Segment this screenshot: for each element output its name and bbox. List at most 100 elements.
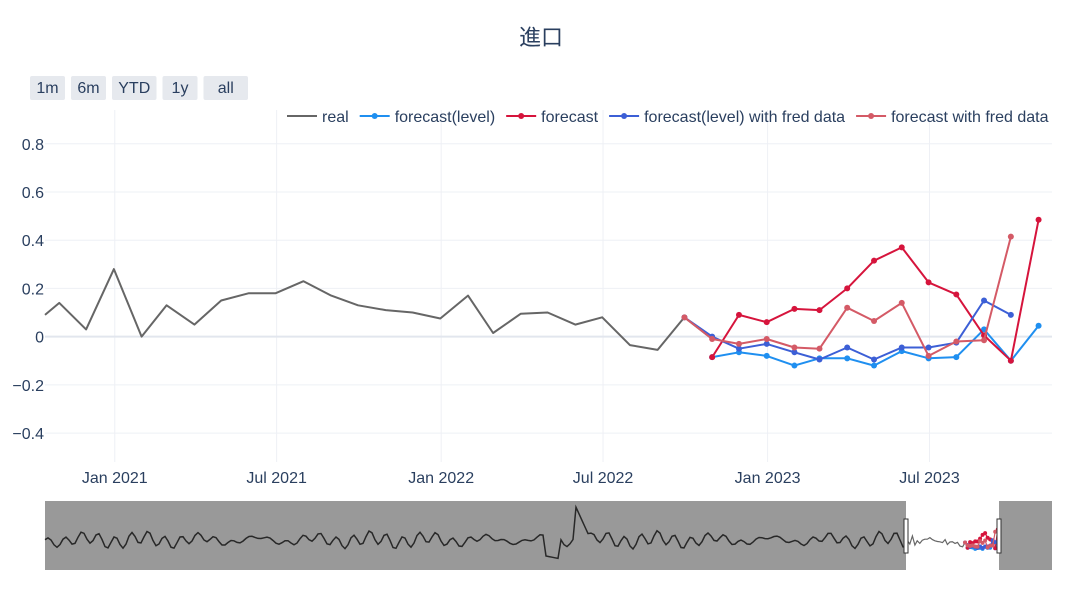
range-button-6m[interactable]: 6m bbox=[71, 76, 106, 100]
data-point bbox=[791, 305, 798, 312]
range-selector: 1m 6m YTD 1y all bbox=[30, 76, 248, 100]
range-button-bg bbox=[71, 76, 106, 100]
x-tick-label: Jan 2023 bbox=[735, 470, 801, 487]
data-point bbox=[925, 352, 932, 359]
data-point bbox=[735, 340, 742, 347]
y-tick-label: 0.6 bbox=[22, 185, 44, 202]
legend-marker bbox=[621, 113, 628, 119]
data-point bbox=[871, 362, 878, 369]
data-point bbox=[816, 356, 823, 363]
y-tick-label: −0.4 bbox=[12, 426, 44, 443]
data-point bbox=[981, 337, 988, 344]
data-point bbox=[1007, 357, 1014, 364]
y-axis: 0.8 0.6 0.4 0.2 0 −0.2 −0.4 bbox=[12, 137, 44, 443]
data-point bbox=[709, 354, 716, 361]
slider-mini-point bbox=[993, 546, 998, 551]
slider-mini-series bbox=[905, 533, 969, 548]
data-point bbox=[871, 257, 878, 264]
x-tick-label: Jul 2022 bbox=[573, 470, 634, 487]
series-line bbox=[44, 268, 713, 351]
x-axis: Jan 2021 Jul 2021 Jan 2022 Jul 2022 Jan 2023… bbox=[82, 470, 960, 487]
series-real bbox=[44, 268, 713, 351]
range-button-1m[interactable]: 1m bbox=[30, 76, 65, 100]
data-point bbox=[953, 338, 960, 345]
slider-mini-point bbox=[983, 538, 988, 543]
x-tick-label: Jul 2023 bbox=[899, 470, 960, 487]
data-point bbox=[816, 345, 823, 352]
data-point bbox=[735, 311, 742, 318]
data-point bbox=[709, 336, 716, 343]
data-point bbox=[816, 307, 823, 314]
data-point bbox=[681, 314, 688, 321]
y-tick-label: 0.4 bbox=[22, 233, 44, 250]
data-point bbox=[763, 336, 770, 343]
series-forecast bbox=[709, 216, 1042, 364]
legend-item[interactable]: real bbox=[287, 109, 349, 126]
legend-marker bbox=[518, 113, 525, 119]
legend-label: forecast with fred data bbox=[891, 109, 1049, 126]
data-point bbox=[925, 279, 932, 286]
plot-area bbox=[44, 216, 1042, 369]
data-point bbox=[763, 319, 770, 326]
legend-label: forecast(level) bbox=[395, 109, 495, 126]
x-tick-label: Jan 2021 bbox=[82, 470, 148, 487]
data-point bbox=[763, 340, 770, 347]
data-point bbox=[1035, 322, 1042, 329]
data-point bbox=[925, 344, 932, 351]
range-slider[interactable] bbox=[44, 501, 1052, 570]
y-tick-label: 0.8 bbox=[22, 137, 44, 154]
range-button-label: 6m bbox=[77, 80, 99, 97]
y-tick-label: 0 bbox=[35, 330, 44, 347]
legend-item[interactable]: forecast bbox=[506, 109, 599, 126]
range-button-label: all bbox=[218, 80, 234, 97]
slider-mini-point bbox=[990, 543, 995, 548]
range-button-ytd[interactable]: YTD bbox=[112, 76, 157, 100]
data-point bbox=[871, 317, 878, 324]
data-point bbox=[791, 349, 798, 356]
legend-item[interactable]: forecast(level) with fred data bbox=[609, 109, 845, 126]
slider-mini-point bbox=[975, 544, 980, 549]
data-point bbox=[898, 244, 905, 251]
slider-mini-point bbox=[983, 531, 988, 536]
legend-marker bbox=[371, 113, 378, 119]
range-button-label: 1y bbox=[172, 80, 189, 97]
data-point bbox=[1035, 216, 1042, 223]
range-button-bg bbox=[162, 76, 198, 100]
slider-mini-point bbox=[993, 540, 998, 545]
series-line bbox=[683, 236, 1012, 357]
range-button-1y[interactable]: 1y bbox=[162, 76, 198, 100]
data-point bbox=[953, 354, 960, 361]
data-point bbox=[844, 304, 851, 311]
range-button-bg bbox=[112, 76, 157, 100]
slider-history-line bbox=[44, 504, 907, 560]
legend-item[interactable]: forecast(level) bbox=[359, 109, 495, 126]
data-point bbox=[898, 344, 905, 351]
range-button-label: 1m bbox=[36, 80, 58, 97]
slider-mini-point bbox=[963, 540, 968, 545]
data-point bbox=[791, 362, 798, 369]
data-point bbox=[844, 355, 851, 362]
data-point bbox=[981, 297, 988, 304]
slider-handle-right[interactable] bbox=[996, 518, 1002, 554]
slider-background bbox=[45, 501, 1052, 570]
range-button-bg bbox=[30, 76, 65, 100]
data-point bbox=[735, 345, 742, 352]
y-gridlines bbox=[45, 143, 1052, 434]
data-point bbox=[763, 352, 770, 359]
legend-label: forecast bbox=[541, 109, 598, 126]
y-tick-label: 0.2 bbox=[22, 281, 44, 298]
data-point bbox=[1007, 311, 1014, 318]
x-gridlines bbox=[114, 110, 930, 462]
range-button-label: YTD bbox=[118, 80, 150, 97]
legend-item[interactable]: forecast with fred data bbox=[856, 109, 1049, 126]
range-button-all[interactable]: all bbox=[203, 76, 249, 100]
legend: real forecast(level) forecast forecast(leve… bbox=[287, 109, 1049, 126]
legend-label: real bbox=[322, 109, 349, 126]
slider-mask-left bbox=[45, 501, 906, 570]
slider-handle-left[interactable] bbox=[903, 518, 909, 554]
range-button-bg bbox=[203, 76, 248, 100]
data-point bbox=[844, 285, 851, 292]
y-tick-label: −0.2 bbox=[12, 378, 44, 395]
data-point bbox=[791, 344, 798, 351]
